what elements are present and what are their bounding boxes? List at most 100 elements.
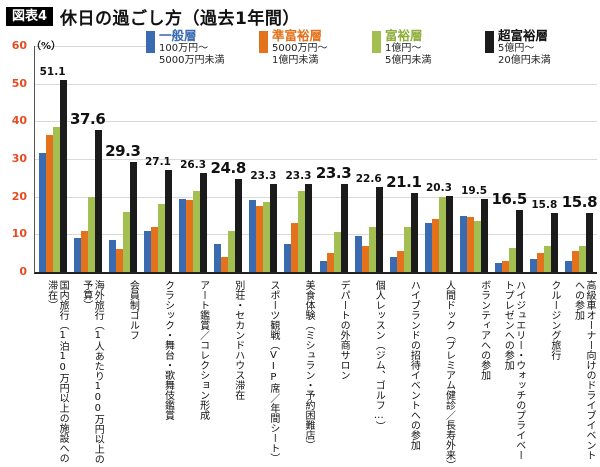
value-label: 23.3 bbox=[315, 164, 352, 183]
bar-group: 22.6 bbox=[351, 46, 386, 272]
category-label: クルージング旅行 bbox=[548, 280, 560, 360]
category-label: 高級車オーナー向けのドライブイベントへの参加 bbox=[572, 280, 596, 460]
bar-general bbox=[284, 243, 292, 272]
category-label: スポーツ観戦（VIP席／年間シート） bbox=[267, 280, 279, 463]
bar-semi-wealthy bbox=[467, 217, 475, 272]
bar-general bbox=[565, 260, 573, 272]
bar-semi-wealthy bbox=[256, 206, 264, 272]
bar-semi-wealthy bbox=[537, 253, 545, 272]
bar-ultra-wealthy bbox=[235, 178, 243, 272]
bar-general bbox=[460, 215, 468, 272]
category-label: 海外旅行（1人あたり100万円以上の予算） bbox=[80, 280, 104, 464]
bar-general bbox=[143, 230, 151, 272]
legend-series-range: 5000万円未満 bbox=[159, 55, 225, 67]
bar-wealthy bbox=[157, 204, 165, 272]
bar-group: 29.3 bbox=[105, 46, 141, 272]
legend-swatch-icon bbox=[372, 31, 381, 53]
value-label: 22.6 bbox=[355, 172, 382, 185]
bar-ultra-wealthy bbox=[481, 198, 489, 272]
bar-wealthy bbox=[193, 191, 201, 272]
legend-series-name: 一般層 bbox=[159, 28, 197, 43]
bar-wealthy bbox=[263, 202, 271, 272]
bar-group: 15.8 bbox=[561, 46, 598, 272]
bar-wealthy bbox=[333, 232, 341, 272]
bar-general bbox=[38, 153, 46, 272]
bar-general bbox=[73, 238, 81, 272]
gridline bbox=[35, 83, 597, 85]
bar-wealthy bbox=[52, 126, 60, 272]
legend-series-range: 1億円〜 bbox=[385, 43, 422, 55]
bar-ultra-wealthy bbox=[586, 212, 594, 272]
legend-series-range: 100万円〜 bbox=[159, 43, 209, 55]
legend-series-range: 5000万円〜 bbox=[272, 43, 328, 55]
category-labels: 国内旅行（1泊10万円以上の施設への滞在） 海外旅行（1人あたり100万円以上の予… bbox=[34, 277, 596, 467]
legend-swatch-icon bbox=[259, 31, 268, 53]
gridline bbox=[35, 159, 597, 160]
bar-ultra-wealthy bbox=[551, 212, 559, 272]
legend-series-range: 1億円未満 bbox=[272, 55, 319, 67]
category-label: ハイブランドの招待イベントへの参加 bbox=[408, 280, 420, 450]
bar-general bbox=[530, 258, 538, 272]
category-label: 会員制ゴルフ bbox=[127, 280, 139, 340]
bar-general bbox=[319, 260, 327, 272]
y-tick-label: 20 bbox=[11, 189, 27, 203]
y-tick-label: 30 bbox=[11, 152, 27, 165]
bar-wealthy bbox=[438, 196, 446, 272]
value-label: 19.5 bbox=[461, 184, 488, 197]
bar-general bbox=[179, 198, 187, 272]
bar-general bbox=[108, 239, 116, 272]
gridline bbox=[35, 234, 597, 236]
y-tick-label: 60 bbox=[11, 39, 27, 52]
bar-ultra-wealthy bbox=[445, 195, 453, 272]
legend: 一般層 100万円〜 5000万円未満 準富裕層 5000万円〜 1億円未満 富裕層 1億円〜… bbox=[146, 28, 598, 68]
bar-ultra-wealthy bbox=[270, 184, 278, 272]
bar-ultra-wealthy bbox=[59, 79, 67, 272]
bar-ultra-wealthy bbox=[305, 184, 313, 272]
legend-swatch-icon bbox=[485, 31, 494, 53]
bar-general bbox=[354, 236, 362, 272]
bar-ultra-wealthy bbox=[410, 192, 418, 272]
bar-wealthy bbox=[122, 211, 130, 272]
bar-group: 21.1 bbox=[386, 46, 422, 272]
legend-series-name: 富裕層 bbox=[385, 28, 423, 43]
figure-title: 休日の過ごし方（過去1年間） bbox=[60, 9, 300, 29]
bar-group: 23.3 bbox=[246, 46, 281, 272]
plot-area: 51.1 37.6 29.3 27.1 26.3 24.8 23.3 23.3 23.3 22.6… bbox=[34, 46, 598, 274]
bar-semi-wealthy bbox=[186, 200, 194, 272]
bar-general bbox=[214, 243, 222, 272]
bar-group: 19.5 bbox=[457, 46, 492, 272]
bar-wealthy bbox=[474, 221, 482, 272]
category-label: 国内旅行（1泊10万円以上の施設への滞在） bbox=[45, 280, 69, 463]
category-label: 個人レッスン（ジム、ゴルフ…） bbox=[373, 280, 385, 431]
category-label: 人間ドック（プレミアム健診／長寿外来） bbox=[443, 280, 455, 467]
value-label: 15.8 bbox=[531, 198, 558, 211]
category-label: アート鑑賞／コレクション形成 bbox=[197, 280, 209, 420]
y-tick-label: 0 bbox=[19, 265, 27, 278]
value-label: 20.3 bbox=[425, 181, 452, 194]
legend-text: 富裕層 1億円〜 5億円未満 bbox=[385, 28, 431, 67]
bar-semi-wealthy bbox=[221, 256, 229, 272]
bar-wealthy bbox=[87, 196, 95, 272]
value-label: 26.3 bbox=[180, 158, 207, 171]
category-label: 別荘・セカンドハウス滞在 bbox=[232, 280, 244, 400]
bar-group: 23.3 bbox=[315, 46, 352, 272]
header: 図表4 休日の過ごし方（過去1年間） bbox=[6, 4, 300, 29]
bar-group: 26.3 bbox=[176, 46, 211, 272]
bar-general bbox=[249, 200, 257, 272]
value-label: 15.8 bbox=[561, 192, 598, 211]
bar-group: 27.1 bbox=[140, 46, 175, 272]
bar-wealthy bbox=[544, 245, 552, 272]
bar-semi-wealthy bbox=[502, 260, 510, 272]
bar-general bbox=[424, 223, 432, 272]
bar-semi-wealthy bbox=[572, 251, 580, 272]
bar-group: 20.3 bbox=[421, 46, 456, 272]
bar-ultra-wealthy bbox=[164, 169, 172, 272]
bar-groups: 51.1 37.6 29.3 27.1 26.3 24.8 23.3 23.3 23.3 22.6… bbox=[35, 46, 598, 272]
legend-series-name: 超富裕層 bbox=[498, 28, 549, 43]
gridline bbox=[35, 121, 597, 123]
legend-text: 超富裕層 5億円〜 20億円未満 bbox=[498, 28, 551, 67]
value-label: 27.1 bbox=[144, 155, 171, 168]
bar-group: 51.1 bbox=[35, 46, 70, 272]
value-label: 29.3 bbox=[105, 141, 141, 160]
value-label: 24.8 bbox=[210, 158, 246, 177]
